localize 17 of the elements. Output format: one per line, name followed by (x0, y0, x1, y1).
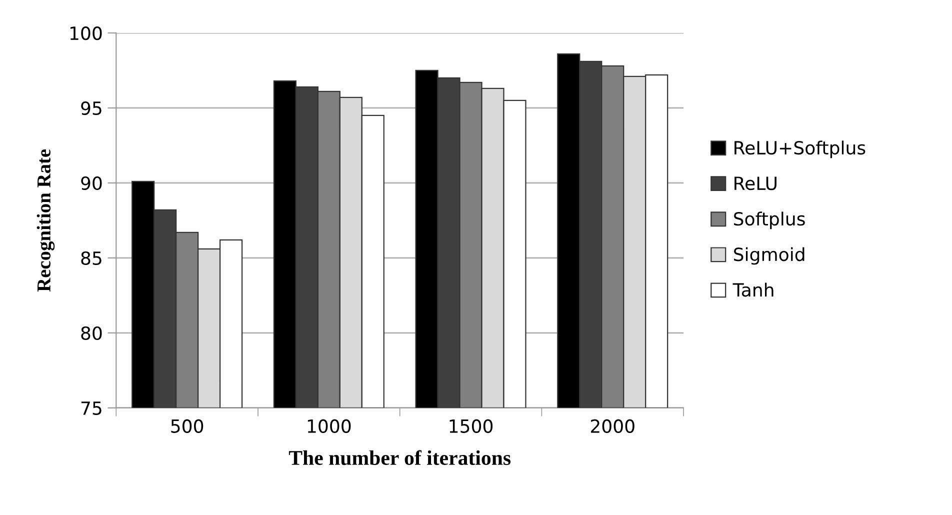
legend-label: Softplus (734, 212, 805, 230)
y-tick-label: 80 (81, 326, 102, 340)
y-axis-title: Recognition Rate (36, 149, 55, 292)
legend-label: Sigmoid (734, 247, 804, 265)
y-tick-label: 100 (70, 26, 102, 40)
y-tick-label: 75 (81, 402, 102, 415)
y-tick-label: 85 (81, 251, 102, 266)
legend-label: Tanh (732, 282, 774, 297)
y-tick-label: 95 (81, 101, 102, 116)
legend-label: ReLU (734, 176, 776, 190)
x-tick-label: 500 (171, 419, 204, 433)
x-axis-title: The number of iterations (288, 450, 511, 466)
x-tick-label: 2000 (590, 419, 634, 433)
x-tick-label: 1000 (308, 419, 351, 433)
x-tick-label: 1500 (450, 419, 493, 433)
y-tick-label: 90 (81, 176, 102, 190)
legend-label: ReLU+Softplus (734, 140, 866, 158)
